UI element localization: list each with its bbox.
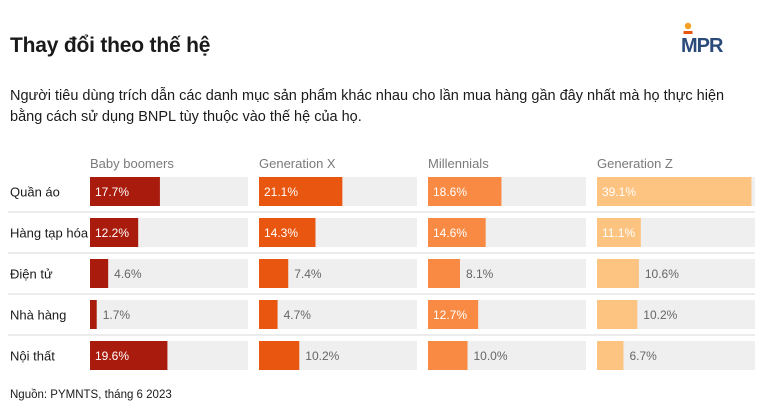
chart-title: Thay đổi theo thế hệ <box>10 34 211 57</box>
bar <box>597 300 638 329</box>
logo-text: MPR <box>681 35 724 57</box>
bar <box>428 218 486 247</box>
bar <box>259 259 289 288</box>
column-header: Generation Z <box>597 156 673 171</box>
bar <box>428 300 479 329</box>
source-note: Nguồn: PYMNTS, tháng 6 2023 <box>10 389 172 401</box>
data-label: 10.6% <box>645 267 679 281</box>
bar <box>90 218 139 247</box>
logo-dot <box>684 22 692 30</box>
data-label: 18.6% <box>433 185 467 199</box>
data-label: 12.7% <box>433 308 467 322</box>
bar <box>259 300 278 329</box>
row-label: Hàng tạp hóa <box>10 226 89 241</box>
bar <box>597 177 752 206</box>
bar-track <box>90 300 248 329</box>
data-label: 14.3% <box>264 226 298 240</box>
bar <box>597 218 641 247</box>
row-label: Điện tử <box>10 267 53 282</box>
data-label: 4.6% <box>114 267 142 281</box>
bar-track <box>90 259 248 288</box>
bar <box>428 341 468 370</box>
bar <box>259 177 343 206</box>
chart-subtitle: Người tiêu dùng trích dẫn các danh mục s… <box>10 88 725 125</box>
bar <box>90 300 97 329</box>
data-label: 39.1% <box>602 185 636 199</box>
data-label: 10.2% <box>305 349 339 363</box>
data-label: 14.6% <box>433 226 467 240</box>
bar <box>597 259 639 288</box>
column-header: Baby boomers <box>90 156 174 171</box>
data-label: 17.7% <box>95 185 129 199</box>
data-label: 4.7% <box>284 308 312 322</box>
logo-bar <box>683 31 693 34</box>
bar <box>597 341 624 370</box>
bar <box>259 218 316 247</box>
data-label: 11.1% <box>602 226 635 240</box>
data-label: 6.7% <box>629 349 657 363</box>
mpr-logo: MPR <box>681 22 725 57</box>
bar <box>90 259 109 288</box>
bar <box>90 177 160 206</box>
data-label: 1.7% <box>103 308 131 322</box>
bar-track <box>259 300 417 329</box>
bar <box>428 177 502 206</box>
data-label: 7.4% <box>294 267 322 281</box>
row-label: Nhà hàng <box>10 308 66 323</box>
data-label: 10.2% <box>643 308 677 322</box>
data-label: 8.1% <box>466 267 494 281</box>
column-header: Generation X <box>259 156 336 171</box>
row-label: Quần áo <box>10 185 60 200</box>
bar <box>259 341 300 370</box>
column-header: Millennials <box>428 156 489 171</box>
data-label: 21.1% <box>264 185 298 199</box>
bar <box>90 341 168 370</box>
row-label: Nội thất <box>10 349 55 364</box>
data-label: 12.2% <box>95 226 129 240</box>
data-label: 10.0% <box>474 349 508 363</box>
data-label: 19.6% <box>95 349 129 363</box>
bar <box>428 259 460 288</box>
